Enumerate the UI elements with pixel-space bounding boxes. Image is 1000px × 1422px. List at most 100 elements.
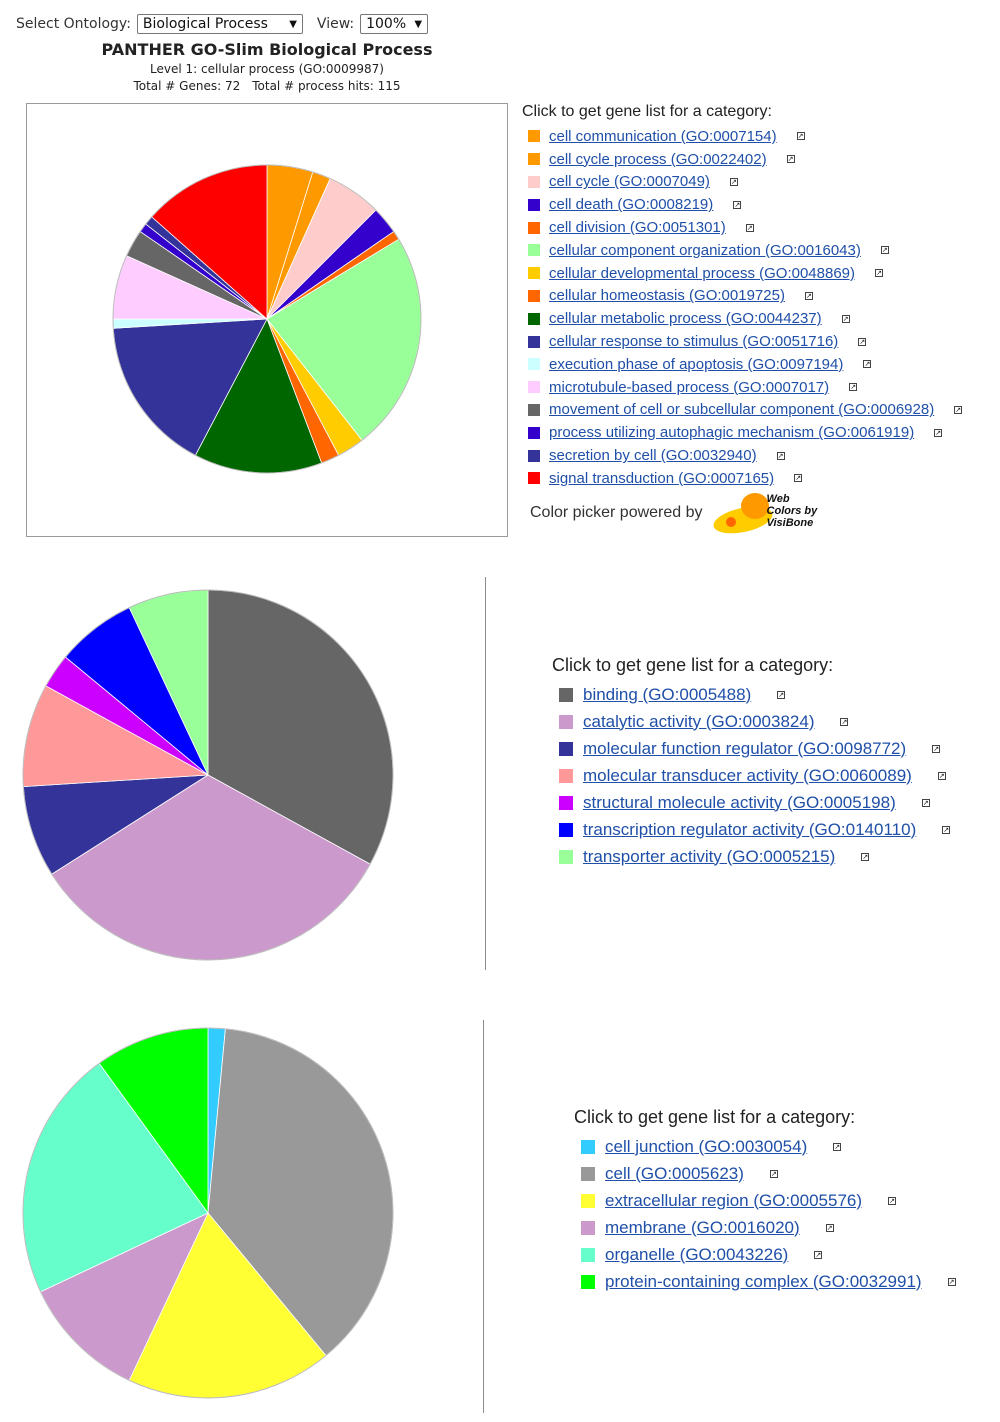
legend-swatch (559, 687, 573, 702)
external-link-icon[interactable]: ↗ (937, 771, 946, 780)
legend-swatch (581, 1220, 595, 1235)
category-link[interactable]: cell (GO:0005623) (605, 1163, 744, 1183)
external-link-icon[interactable]: ↗ (921, 798, 930, 807)
external-link-icon[interactable]: ↗ (880, 246, 889, 255)
external-link-icon[interactable]: ↗ (769, 1169, 778, 1178)
category-link[interactable]: molecular function regulator (GO:0098772… (583, 738, 907, 758)
legend-item-cell-junction: cell junction (GO:0030054) ↗ (574, 1133, 956, 1160)
color-picker-credit: Color picker powered by Web Colors by Vi… (530, 490, 827, 536)
external-link-icon[interactable]: ↗ (841, 314, 850, 323)
legend-item-catalytic-activity: catalytic activity (GO:0003824) ↗ (552, 708, 950, 735)
external-link-icon[interactable]: ↗ (849, 383, 858, 392)
external-link-icon[interactable]: ↗ (833, 1142, 842, 1151)
visibone-logo-graphic (713, 493, 772, 534)
external-link-icon[interactable]: ↗ (796, 132, 805, 141)
category-link[interactable]: transporter activity (GO:0005215) (583, 846, 836, 866)
external-link-icon[interactable]: ↗ (942, 825, 951, 834)
view-select[interactable]: 100% ▼ (360, 14, 429, 34)
legend-item-cellular-homeostasis: cellular homeostasis (GO:0019725) ↗ (522, 285, 962, 308)
external-link-icon[interactable]: ↗ (954, 405, 963, 414)
legend-item-cellular-component-organization: cellular component organization (GO:0016… (522, 239, 962, 262)
legend-item-organelle: organelle (GO:0043226) ↗ (574, 1241, 956, 1268)
legend-swatch (528, 175, 540, 188)
category-link[interactable]: execution phase of apoptosis (GO:0097194… (549, 355, 844, 373)
external-link-icon[interactable]: ↗ (934, 428, 943, 437)
total-genes: Total # Genes: 72 (133, 79, 241, 93)
external-link-icon[interactable]: ↗ (888, 1196, 897, 1205)
external-link-icon[interactable]: ↗ (947, 1277, 956, 1286)
total-hits: Total # process hits: 115 (252, 79, 401, 93)
category-link[interactable]: microtubule-based process (GO:0007017) (549, 378, 830, 396)
legend-item-cellular-developmental-process: cellular developmental process (GO:00488… (522, 262, 962, 285)
chart-frame (26, 103, 508, 537)
legend-heading: Click to get gene list for a category: (522, 103, 772, 120)
category-link[interactable]: cellular homeostasis (GO:0019725) (549, 287, 785, 305)
external-link-icon[interactable]: ↗ (863, 360, 872, 369)
legend-swatch (559, 741, 573, 756)
category-link[interactable]: movement of cell or subcellular componen… (549, 401, 935, 419)
legend-item-binding: binding (GO:0005488) ↗ (552, 681, 950, 708)
category-link[interactable]: transcription regulator activity (GO:014… (583, 819, 917, 839)
external-link-icon[interactable]: ↗ (804, 291, 813, 300)
legend-swatch (581, 1139, 595, 1154)
category-link[interactable]: structural molecule activity (GO:0005198… (583, 792, 896, 812)
ontology-label: Select Ontology: (16, 16, 131, 32)
visibone-logo[interactable]: Web Colors by VisiBone (709, 490, 827, 536)
legend-molecular-function: Click to get gene list for a category: b… (552, 655, 951, 870)
legend-item-process-utilizing-autophagic-mechanism: process utilizing autophagic mechanism (… (522, 421, 962, 444)
legend-item-transcription-regulator-activity: transcription regulator activity (GO:014… (552, 816, 951, 843)
legend-item-cell-cycle: cell cycle (GO:0007049) ↗ (522, 171, 962, 194)
legend-swatch (528, 381, 540, 394)
legend-swatch (581, 1274, 595, 1289)
external-link-icon[interactable]: ↗ (776, 451, 785, 460)
category-link[interactable]: binding (GO:0005488) (583, 684, 752, 704)
category-link[interactable]: secretion by cell (GO:0032940) (549, 447, 757, 465)
category-link[interactable]: cell division (GO:0051301) (549, 219, 726, 237)
legend-swatch (581, 1247, 595, 1262)
external-link-icon[interactable]: ↗ (858, 337, 867, 346)
category-link[interactable]: cellular response to stimulus (GO:005171… (549, 333, 839, 351)
external-link-icon[interactable]: ↗ (875, 269, 883, 278)
category-link[interactable]: catalytic activity (GO:0003824) (583, 711, 815, 731)
external-link-icon[interactable]: ↗ (825, 1223, 834, 1232)
divider-line (483, 1020, 484, 1413)
category-link[interactable]: molecular transducer activity (GO:006008… (583, 765, 912, 785)
category-link[interactable]: organelle (GO:0043226) (605, 1244, 789, 1264)
legend-swatch (528, 472, 540, 485)
category-link[interactable]: cell cycle (GO:0007049) (549, 173, 710, 191)
external-link-icon[interactable]: ↗ (794, 474, 803, 483)
legend-item-execution-phase-of-apoptosis: execution phase of apoptosis (GO:0097194… (522, 353, 962, 376)
divider-line (485, 577, 486, 970)
legend-swatch (528, 449, 540, 462)
category-link[interactable]: extracellular region (GO:0005576) (605, 1190, 863, 1210)
category-link[interactable]: membrane (GO:0016020) (605, 1217, 800, 1237)
external-link-icon[interactable]: ↗ (745, 223, 754, 232)
external-link-icon[interactable]: ↗ (814, 1250, 823, 1259)
legend-swatch (528, 130, 540, 143)
category-link[interactable]: cellular developmental process (GO:00488… (549, 264, 855, 282)
external-link-icon[interactable]: ↗ (733, 200, 742, 209)
legend-item-cell-division: cell division (GO:0051301) ↗ (522, 216, 962, 239)
category-link[interactable]: protein-containing complex (GO:0032991) (605, 1271, 922, 1291)
external-link-icon[interactable]: ↗ (861, 852, 870, 861)
legend-swatch (559, 714, 573, 729)
external-link-icon[interactable]: ↗ (840, 717, 849, 726)
ontology-select[interactable]: Biological Process ▼ (136, 14, 303, 34)
category-link[interactable]: cell cycle process (GO:0022402) (549, 150, 767, 168)
external-link-icon[interactable]: ↗ (786, 155, 795, 164)
category-link[interactable]: cellular metabolic process (GO:0044237) (549, 310, 822, 328)
category-link[interactable]: process utilizing autophagic mechanism (… (549, 424, 915, 442)
category-link[interactable]: cell junction (GO:0030054) (605, 1136, 808, 1156)
legend-item-movement-of-cell-or-subcellular-component: movement of cell or subcellular componen… (522, 399, 963, 422)
category-link[interactable]: cell death (GO:0008219) (549, 196, 714, 214)
legend-item-cell: cell (GO:0005623) ↗ (574, 1160, 956, 1187)
legend-item-signal-transduction: signal transduction (GO:0007165) ↗ (522, 467, 962, 490)
category-link[interactable]: signal transduction (GO:0007165) (549, 469, 775, 487)
category-link[interactable]: cell communication (GO:0007154) (549, 127, 777, 145)
external-link-icon[interactable]: ↗ (729, 177, 738, 186)
dropdown-arrow-icon: ▼ (414, 18, 423, 30)
category-link[interactable]: cellular component organization (GO:0016… (549, 241, 861, 259)
external-link-icon[interactable]: ↗ (932, 744, 941, 753)
external-link-icon[interactable]: ↗ (777, 690, 786, 699)
